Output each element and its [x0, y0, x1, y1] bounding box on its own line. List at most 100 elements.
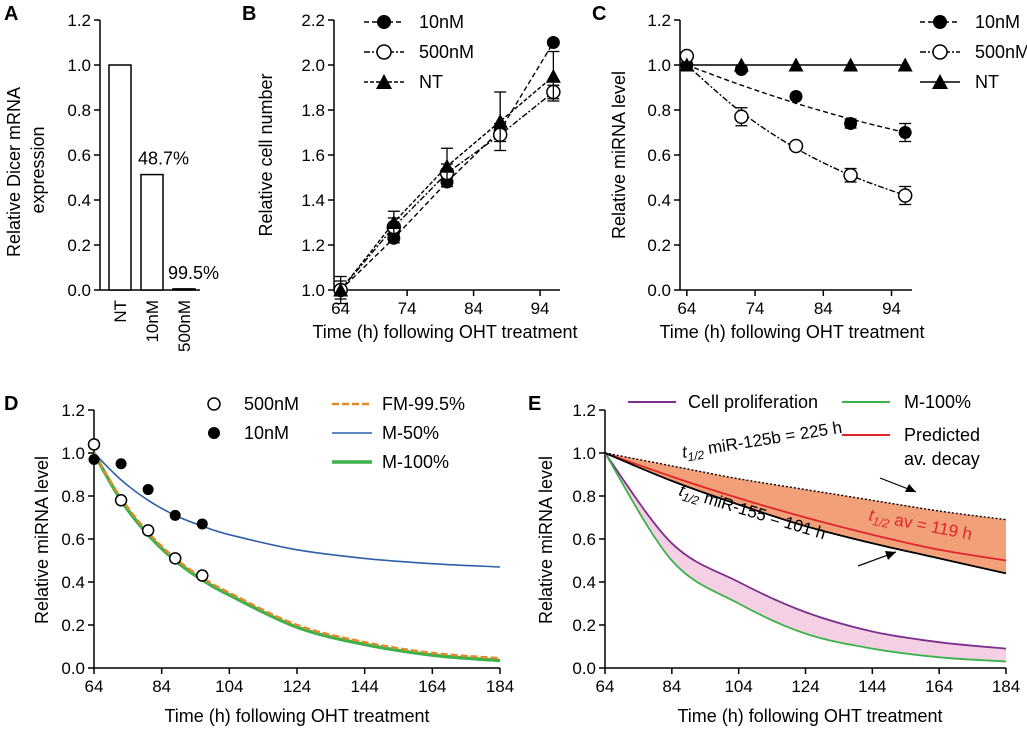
- legend-label-predicted-line2: av. decay: [904, 449, 980, 469]
- point-nt: [788, 57, 804, 72]
- category-label-500nm: 500nM: [175, 300, 194, 352]
- panel-a-ytick-label: 0.0: [67, 281, 91, 300]
- panel-b-line-chart: 1.01.21.41.61.82.02.264 74 84 94 10nM500nMN…: [256, 11, 578, 342]
- point-10nm: [844, 117, 858, 130]
- legend-marker-10nm: [208, 427, 220, 439]
- panel-b-series: [333, 36, 561, 305]
- point-nt: [333, 282, 349, 297]
- legend-label-m-100: M-100%: [904, 392, 971, 412]
- panel-e-xtick-label: 164: [925, 677, 953, 696]
- point-nt: [545, 68, 561, 83]
- panel-c-ytick-label: 0.6: [647, 146, 671, 165]
- band-mir-125b-mir-155: [605, 453, 1006, 574]
- panel-d-ytick-label: 0.2: [61, 616, 85, 635]
- point-500nm: [897, 188, 913, 203]
- panel-b-legend: 10nM 500nM NT: [364, 12, 474, 92]
- category-label-nt: NT: [111, 300, 130, 323]
- panel-a-ylabel-line1: Relative Dicer mRNA: [4, 87, 24, 257]
- point-nt: [386, 215, 402, 229]
- panel-c-xtick-label: 84: [814, 299, 833, 318]
- arrow-mir155-head: [885, 551, 896, 560]
- panel-d-ytick-label: 0.6: [61, 530, 85, 549]
- point-nt: [492, 113, 508, 128]
- panel-letter-b: B: [242, 3, 256, 25]
- panel-b-ytick-label: 1.8: [301, 101, 325, 120]
- series-line-500nm: [340, 91, 554, 291]
- panel-c-line-chart: 0.0 0.2 0.4 0.6 0.8 1.0 1.2 64 74 84 94 10nM 500nM N…: [609, 11, 1027, 342]
- panel-d-xtick-label: 104: [215, 677, 243, 696]
- legend-label-nt: NT: [419, 72, 443, 92]
- legend-label-10nm: 10nM: [244, 423, 289, 443]
- legend-marker-500nm: [932, 44, 948, 60]
- panel-a-ytick-label: 1.2: [67, 11, 91, 30]
- point-500nm: [196, 569, 209, 582]
- panel-b-ytick-label: 1.4: [301, 191, 325, 210]
- panel-d-series: [94, 452, 500, 663]
- panel-e-ytick-label: 0.6: [572, 530, 596, 549]
- point-10nm: [387, 231, 401, 245]
- panel-d-xlabel: Time (h) following OHT treatment: [164, 706, 429, 726]
- series-line-10nm: [340, 42, 554, 291]
- fit-line-10nm: [686, 64, 906, 134]
- legend-label-500nm: 500nM: [975, 42, 1027, 62]
- panel-a-bars: NT 10nM 500nM: [108, 64, 196, 352]
- panel-c-axes: 0.0 0.2 0.4 0.6 0.8 1.0 1.2 64 74 84 94: [647, 11, 912, 318]
- point-10nm: [115, 458, 127, 470]
- panel-e-xtick-label: 124: [791, 677, 819, 696]
- panel-c-xlabel: Time (h) following OHT treatment: [659, 322, 924, 342]
- category-label-10nm: 10nM: [143, 300, 162, 343]
- point-10nm: [169, 509, 181, 521]
- panel-b-ytick-label: 1.6: [301, 146, 325, 165]
- legend-label-cell-proliferation: Cell proliferation: [688, 392, 818, 412]
- panel-e-area-chart: 0.0 0.2 0.4 0.6 0.8 1.0 1.2 64 84 104 124 144 164 184…: [536, 392, 1020, 726]
- panel-d-ytick-label: 1.0: [61, 444, 85, 463]
- panel-b-ylabel: Relative cell number: [256, 73, 276, 236]
- panel-e-ytick-label: 0.0: [572, 659, 596, 678]
- panel-c-ytick-label: 0.4: [647, 191, 671, 210]
- panel-a-ytick-label: 0.6: [67, 146, 91, 165]
- legend-marker-nt: [932, 74, 948, 89]
- panel-e-xtick-label: 184: [992, 677, 1020, 696]
- legend-label-nt: NT: [975, 72, 999, 92]
- panel-b-axes: 1.01.21.41.61.82.02.264 74 84 94: [301, 11, 560, 318]
- panel-d-xtick-label: 84: [152, 677, 171, 696]
- point-nt: [897, 57, 913, 72]
- panel-b-ytick-label: 1.0: [301, 281, 325, 300]
- legend-marker-10nm: [933, 15, 947, 29]
- panel-a-ytick-label: 0.8: [67, 101, 91, 120]
- curve-mir-155: [605, 452, 1007, 575]
- panel-a-bar-chart: 0.00.20.40.60.81.01.2 NT 10nM 500nM 48.7% …: [4, 11, 219, 352]
- point-500nm: [843, 168, 858, 183]
- band-cell-proliferation-m-100: [605, 453, 1006, 662]
- panel-d-line-chart: 0.0 0.2 0.4 0.6 0.8 1.0 1.2 64 84 104 124 144 164 184…: [32, 394, 514, 726]
- panel-e-axes: 0.0 0.2 0.4 0.6 0.8 1.0 1.2 64 84 104 124 144 164 184: [572, 401, 1020, 696]
- annotation-mir125b: t1/2 miR-125b = 225 h: [681, 418, 844, 465]
- panel-d-xtick-label: 184: [486, 677, 514, 696]
- bar-annotation-10nm: 48.7%: [138, 149, 189, 169]
- legend-label-m-50: M-50%: [382, 423, 439, 443]
- panel-c-legend: 10nM 500nM NT: [920, 12, 1027, 92]
- panel-letter-e: E: [528, 393, 541, 415]
- panel-c-series: [679, 48, 913, 206]
- point-500nm: [788, 138, 804, 154]
- panel-c-xtick-label: 94: [882, 299, 901, 318]
- panel-b-xtick-label: 84: [464, 299, 483, 318]
- bar-10nm: [140, 173, 164, 291]
- panel-e-legend: Cell proliferation M-100% Predicted av. dec…: [628, 392, 980, 469]
- legend-label-500nm: 500nM: [244, 394, 299, 414]
- panel-d-ytick-label: 1.2: [61, 401, 85, 420]
- curve-m-100: [605, 452, 1007, 663]
- legend-label-m-100: M-100%: [382, 452, 449, 472]
- panel-e-xtick-label: 64: [596, 677, 615, 696]
- panel-e-ytick-label: 1.0: [572, 444, 596, 463]
- point-nt: [843, 57, 859, 72]
- legend-label-predicted-line1: Predicted: [904, 425, 980, 445]
- fit-line-500nm: [686, 64, 906, 197]
- panel-c-ytick-label: 0.0: [647, 281, 671, 300]
- panel-a-ytick-label: 1.0: [67, 56, 91, 75]
- point-500nm: [168, 552, 182, 565]
- panel-b-ytick-label: 2.0: [301, 56, 325, 75]
- legend-label-fm-99-5: FM-99.5%: [382, 394, 465, 414]
- bar-nt: [108, 64, 132, 291]
- panel-e-ytick-label: 1.2: [572, 401, 596, 420]
